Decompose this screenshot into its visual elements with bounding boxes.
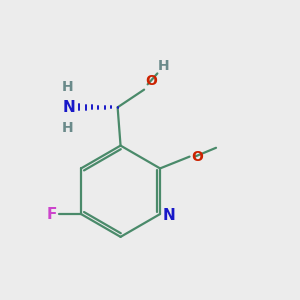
Text: H: H xyxy=(62,80,74,94)
Text: O: O xyxy=(191,150,203,164)
Text: N: N xyxy=(163,208,176,223)
Text: F: F xyxy=(47,206,58,221)
Text: H: H xyxy=(62,121,74,135)
Text: N: N xyxy=(62,100,75,115)
Text: O: O xyxy=(146,74,158,88)
Text: H: H xyxy=(158,59,169,74)
